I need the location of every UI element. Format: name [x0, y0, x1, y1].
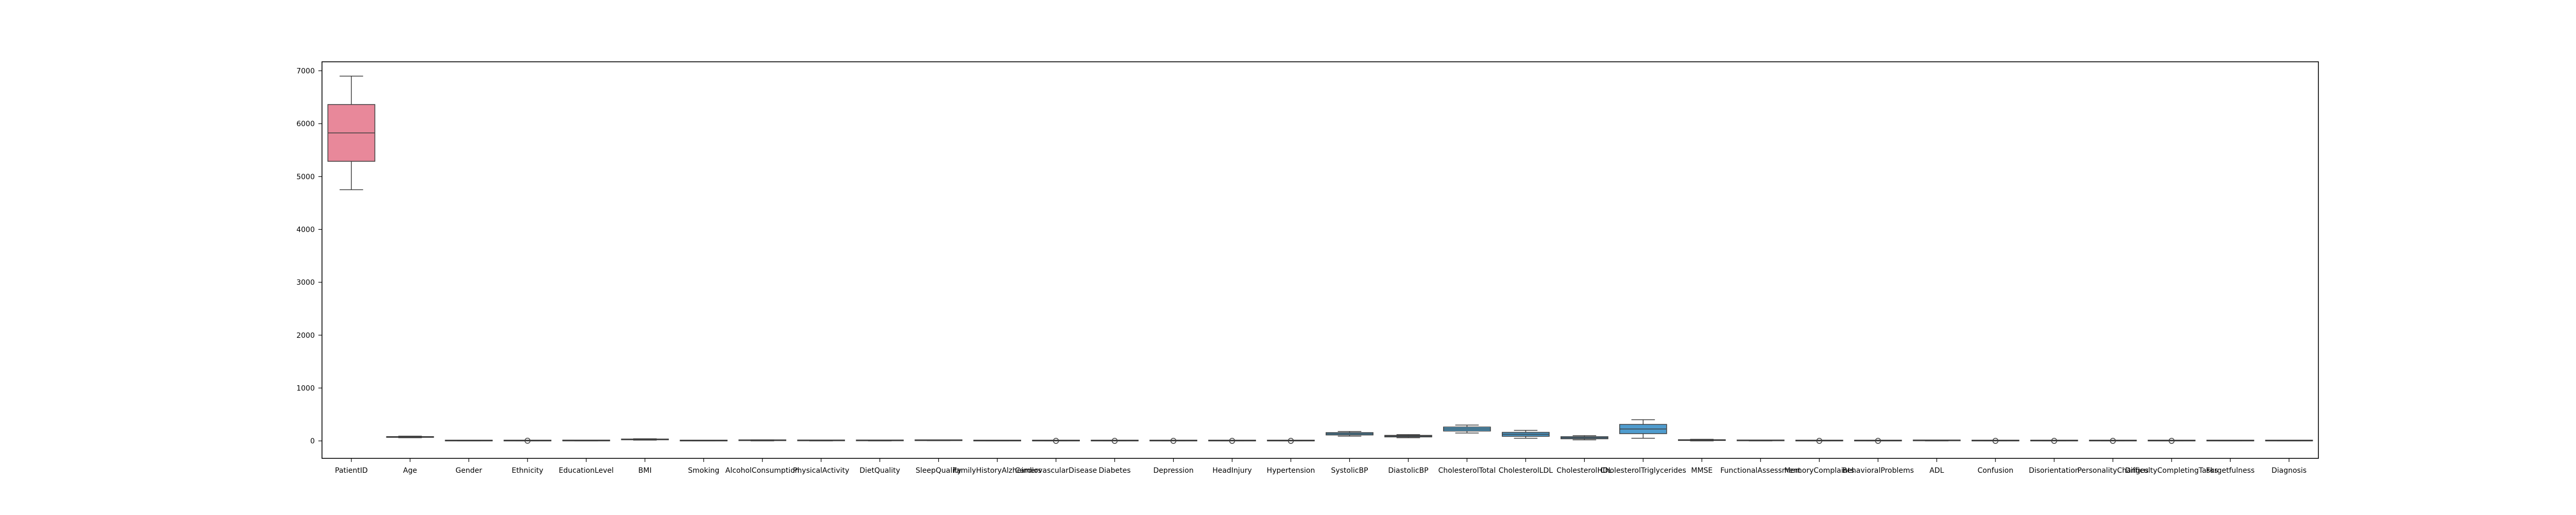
box-18: [1384, 434, 1432, 438]
x-tick-label: SleepQuality: [916, 467, 961, 475]
x-tick-label: Confusion: [1977, 467, 2013, 475]
x-tick-label: BehavioralProblems: [1842, 467, 1914, 475]
box-31: [2147, 438, 2196, 444]
box-32: [2206, 439, 2255, 441]
y-tick-label: 1000: [296, 384, 315, 392]
x-tick-label: FunctionalAssessment: [1720, 467, 1801, 475]
box-12: [1032, 438, 1080, 444]
x-tick-label: Gender: [455, 467, 482, 475]
x-tick-label: Age: [403, 467, 417, 475]
box-5: [621, 438, 669, 441]
x-tick-label: CardiovascularDisease: [1015, 467, 1097, 475]
x-tick-label: CholesterolLDL: [1499, 467, 1553, 475]
box-8: [797, 439, 845, 441]
y-axis: 0 1000 2000 3000 4000 5000 6000 7000: [296, 67, 322, 445]
box-11: [973, 439, 1021, 441]
x-tick-label: DiastolicBP: [1388, 467, 1428, 475]
outlier-point: [1170, 438, 1177, 444]
box-9: [856, 439, 904, 441]
x-tick-label: DifficultyCompletingTasks: [2125, 467, 2218, 475]
box-1: [386, 436, 434, 438]
x-tick-label: CholesterolHDL: [1556, 467, 1612, 475]
x-tick-label: Smoking: [688, 467, 719, 475]
outlier-point: [1053, 438, 1059, 444]
outlier-point: [1816, 438, 1822, 444]
x-tick-label: HeadInjury: [1212, 467, 1251, 475]
x-tick-label: PhysicalActivity: [793, 467, 849, 475]
x-tick-label: PatientID: [335, 467, 368, 475]
x-tick-label: MMSE: [1691, 467, 1713, 475]
box-16: [1267, 438, 1315, 444]
outlier-point: [1287, 438, 1294, 444]
axes-frame: [321, 61, 2319, 459]
outlier-point: [1229, 438, 1235, 444]
box-23: [1677, 439, 1726, 441]
outlier-point: [2051, 438, 2057, 444]
box-29: [2030, 438, 2078, 444]
y-tick-label: 4000: [296, 226, 315, 234]
box-14: [1149, 438, 1197, 444]
box-10: [914, 439, 963, 441]
x-tick-label: Diagnosis: [2272, 467, 2307, 475]
box-19: [1443, 424, 1491, 434]
box-33: [2265, 439, 2313, 441]
box-4: [562, 439, 611, 441]
box-13: [1091, 438, 1139, 444]
y-tick-label: 6000: [296, 120, 315, 128]
box-21: [1561, 435, 1608, 440]
y-tick-label: 2000: [296, 332, 315, 340]
outlier-point: [2110, 438, 2116, 444]
y-tick-label: 5000: [296, 173, 315, 181]
outlier-point: [2168, 438, 2175, 444]
x-axis: PatientID Age Gender Ethnicity EducationLeve…: [335, 458, 2307, 475]
x-tick-label: BMI: [638, 467, 652, 475]
box-22: [1619, 419, 1667, 439]
outlier-point: [1875, 438, 1881, 444]
box-20: [1502, 430, 1550, 439]
x-tick-label: Hypertension: [1267, 467, 1315, 475]
x-tick-label: ADL: [1929, 467, 1944, 475]
outlier-point: [524, 438, 531, 444]
box-7: [738, 439, 787, 441]
box-0: [327, 75, 376, 191]
box-17: [1326, 431, 1374, 437]
x-tick-label: Depression: [1153, 467, 1193, 475]
box-27: [1912, 439, 1961, 441]
x-tick-label: Disorientation: [2029, 467, 2080, 475]
x-tick-label: SystolicBP: [1331, 467, 1368, 475]
box-2: [445, 439, 493, 441]
x-tick-label: CholesterolTriglycerides: [1600, 467, 1686, 475]
box-28: [1971, 438, 2020, 444]
x-tick-label: Diabetes: [1099, 467, 1131, 475]
x-tick-label: DietQuality: [859, 467, 900, 475]
box-30: [2089, 438, 2137, 444]
box-25: [1795, 438, 1843, 444]
plot-area: [327, 75, 2313, 444]
x-tick-label: AlcoholConsumption: [725, 467, 800, 475]
x-tick-label: EducationLevel: [559, 467, 614, 475]
outlier-point: [1992, 438, 1998, 444]
box-24: [1736, 439, 1785, 441]
x-tick-label: FamilyHistoryAlzheimers: [953, 467, 1041, 475]
box-3: [503, 438, 552, 444]
box-6: [680, 439, 728, 441]
y-tick-label: 0: [310, 437, 315, 445]
box-15: [1208, 438, 1256, 444]
x-tick-label: MemoryComplaints: [1784, 467, 1854, 475]
x-tick-label: CholesterolTotal: [1438, 467, 1496, 475]
y-tick-label: 3000: [296, 279, 315, 287]
x-tick-label: PersonalityChanges: [2077, 467, 2148, 475]
outlier-point: [1111, 438, 1118, 444]
y-tick-label: 7000: [296, 67, 315, 75]
x-tick-label: Ethnicity: [512, 467, 543, 475]
box-26: [1854, 438, 1902, 444]
x-tick-label: Forgetfulness: [2206, 467, 2255, 475]
